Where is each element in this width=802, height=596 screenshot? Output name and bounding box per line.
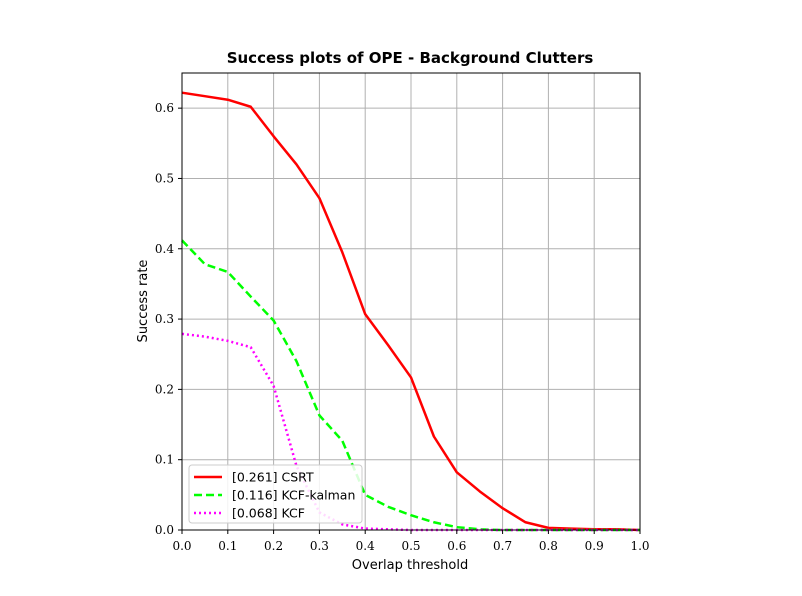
y-tick-label: 0.2 — [155, 382, 174, 396]
y-tick-label: 0.4 — [155, 242, 174, 256]
y-tick-label: 0.0 — [155, 523, 174, 537]
x-ticks: 0.0 0.1 0.2 0.3 0.4 0.5 0.6 0.7 0.8 0.9 1.0 — [172, 530, 650, 553]
grid — [181, 73, 641, 531]
x-tick-label: 0.5 — [401, 539, 420, 553]
x-tick-label: 0.8 — [539, 539, 558, 553]
y-axis-label: Success rate — [136, 260, 151, 343]
legend-label: [0.261] CSRT — [232, 470, 314, 485]
x-tick-label: 0.3 — [310, 539, 329, 553]
x-tick-label: 0.9 — [585, 539, 604, 553]
x-tick-label: 0.2 — [264, 539, 283, 553]
x-tick-label: 0.4 — [356, 539, 375, 553]
y-tick-label: 0.5 — [155, 171, 174, 185]
series-line-0 — [181, 91, 641, 532]
legend: [0.261] CSRT [0.116] KCF-kalman [0.068] KC… — [188, 464, 363, 524]
x-axis-label: Overlap threshold — [352, 558, 468, 573]
x-tick-label: 0.6 — [447, 539, 466, 553]
x-tick-label: 0.0 — [172, 539, 191, 553]
x-tick-label: 0.7 — [493, 539, 512, 553]
x-tick-label: 1.0 — [630, 539, 649, 553]
x-tick-label: 0.1 — [218, 539, 237, 553]
legend-label: [0.116] KCF-kalman — [232, 488, 355, 503]
y-tick-label: 0.1 — [155, 453, 174, 467]
y-ticks: 0.0 0.1 0.2 0.3 0.4 0.5 0.6 — [155, 101, 182, 537]
y-tick-label: 0.6 — [155, 101, 174, 115]
legend-label: [0.068] KCF — [232, 506, 305, 521]
series-line-1 — [181, 239, 640, 532]
y-tick-label: 0.3 — [155, 312, 174, 326]
legend-box — [188, 464, 363, 524]
chart-title: Success plots of OPE - Background Clutte… — [227, 49, 594, 67]
